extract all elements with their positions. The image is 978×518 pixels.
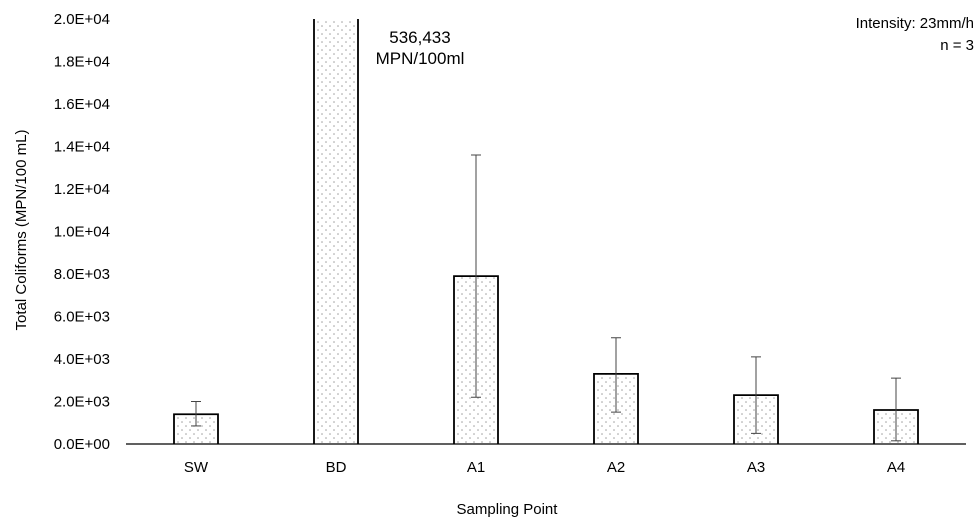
bar-fill-bd — [314, 19, 358, 444]
bar-bd — [313, 19, 359, 444]
x-tick-label: BD — [326, 459, 347, 476]
error-bars — [191, 154, 901, 442]
y-tick-label: 6.0E+03 — [54, 309, 110, 326]
y-tick-label: 1.4E+04 — [54, 139, 110, 156]
x-tick-labels: SW BD A1 A2 A3 A4 — [184, 459, 905, 476]
x-tick-label: A4 — [887, 459, 905, 476]
y-axis-title: Total Coliforms (MPN/100 mL) — [13, 130, 30, 331]
n-annotation: n = 3 — [940, 37, 974, 54]
x-tick-label: A2 — [607, 459, 625, 476]
y-tick-label: 1.6E+04 — [54, 96, 110, 113]
y-tick-label: 8.0E+03 — [54, 266, 110, 283]
bars — [173, 19, 919, 444]
bd-value-annotation: 536,433 — [389, 28, 450, 47]
y-tick-label: 1.2E+04 — [54, 181, 110, 198]
y-tick-label: 1.8E+04 — [54, 54, 110, 71]
x-tick-label: A1 — [467, 459, 485, 476]
y-tick-label: 4.0E+03 — [54, 351, 110, 368]
y-tick-label: 0.0E+00 — [54, 436, 110, 453]
x-tick-label: A3 — [747, 459, 765, 476]
y-tick-labels: 0.0E+00 2.0E+03 4.0E+03 6.0E+03 8.0E+03 1.0E+… — [54, 11, 110, 453]
x-axis-title: Sampling Point — [457, 501, 559, 518]
bd-unit-annotation: MPN/100ml — [376, 49, 465, 68]
x-tick-label: SW — [184, 459, 209, 476]
intensity-annotation: Intensity: 23mm/h — [856, 15, 974, 32]
y-tick-label: 2.0E+03 — [54, 394, 110, 411]
y-tick-label: 2.0E+04 — [54, 11, 110, 28]
y-tick-label: 1.0E+04 — [54, 224, 110, 241]
